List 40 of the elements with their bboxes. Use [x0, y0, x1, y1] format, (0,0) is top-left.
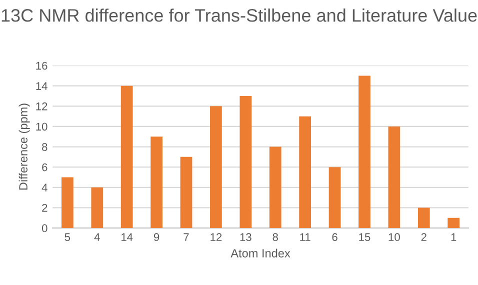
x-tick-label: 13 — [240, 233, 252, 242]
bar — [418, 208, 430, 228]
y-tick-label: 8 — [42, 143, 48, 151]
bar — [388, 126, 400, 228]
x-tick-label: 1 — [451, 233, 456, 241]
bar — [180, 156, 192, 228]
y-tick-label: 14 — [36, 82, 48, 90]
bar — [448, 218, 460, 228]
chart-title: 13C NMR difference for Trans-Stilbene and Literature Value — [2, 8, 477, 22]
x-tick-label: 6 — [332, 233, 338, 242]
y-tick-label: 2 — [42, 204, 48, 212]
x-tick-label: 4 — [94, 233, 100, 241]
y-tick-label: 12 — [36, 102, 48, 110]
bar — [328, 167, 341, 228]
bar — [269, 146, 282, 228]
x-tick-label: 10 — [388, 233, 400, 242]
x-tick-label: 15 — [359, 233, 370, 242]
x-tick-label: 14 — [122, 233, 133, 241]
bar — [150, 136, 162, 228]
x-tick-label: 8 — [272, 233, 278, 242]
x-tick-label: 2 — [421, 233, 426, 241]
x-tick-label: 11 — [300, 233, 310, 241]
y-tick-label: 0 — [42, 224, 48, 232]
bar — [240, 96, 252, 228]
bar — [91, 187, 104, 228]
x-axis-title: Atom Index — [230, 248, 290, 258]
x-tick-label: 5 — [64, 233, 70, 242]
x-tick-label: 9 — [154, 233, 160, 242]
bar — [299, 116, 312, 228]
bar — [210, 106, 222, 228]
y-axis-title: Difference (ppm) — [18, 104, 30, 190]
y-tick-label: 4 — [42, 184, 48, 192]
y-tick-label: 10 — [36, 122, 48, 131]
y-tick-label: 16 — [36, 62, 48, 70]
x-tick-label: 7 — [184, 233, 189, 241]
bar — [120, 86, 133, 228]
bar — [61, 177, 74, 228]
y-tick-label: 6 — [42, 163, 48, 172]
x-tick-label: 12 — [210, 233, 222, 241]
bar — [358, 76, 370, 228]
